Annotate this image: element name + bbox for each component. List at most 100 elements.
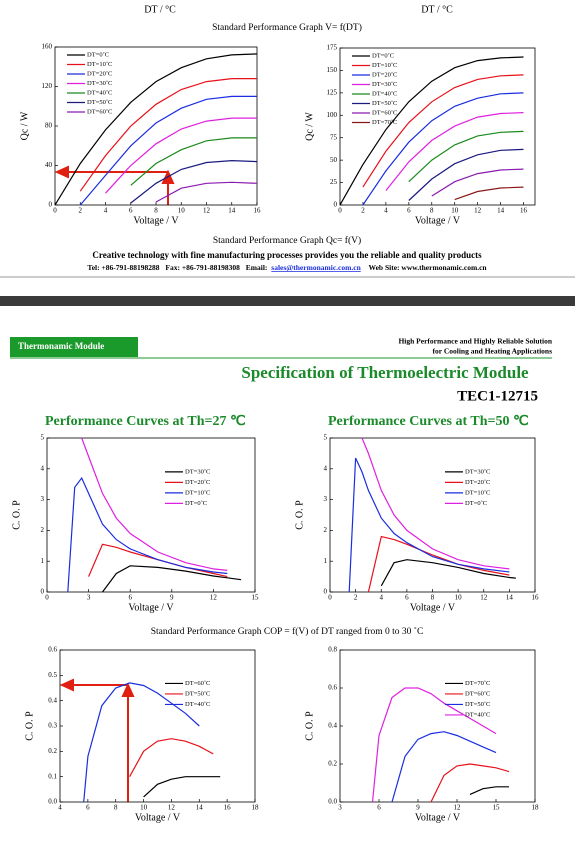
legend-label: DT=60˚C — [465, 690, 490, 697]
curve — [81, 438, 228, 571]
x-tick-label: 2 — [361, 207, 365, 215]
chart-title: Performance Curves at Th=27 ℃ — [45, 414, 246, 429]
x-tick-label: 6 — [407, 207, 411, 215]
chart: 0 25 50 75 100 125 150 175 0 2 4 6 8 10 12 14 16 Voltage … — [304, 44, 536, 226]
x-tick-label: 16 — [224, 804, 232, 812]
curve — [83, 682, 200, 802]
curve — [469, 786, 509, 795]
x-tick-label: 18 — [252, 804, 260, 812]
y-axis-label: Qc / W — [19, 111, 30, 140]
y-tick-label: 40 — [45, 161, 53, 169]
x-tick-label: 9 — [170, 594, 174, 602]
y-tick-label: 2 — [41, 526, 45, 534]
curve — [348, 457, 510, 592]
curve — [67, 476, 228, 592]
legend-label: DT=40˚C — [185, 701, 210, 708]
arrow-head — [121, 682, 135, 697]
curve — [155, 181, 257, 203]
y-tick-label: 0.0 — [48, 798, 57, 806]
y-tick-label: 3 — [324, 495, 328, 503]
legend-label: DT=30˚C — [185, 468, 210, 475]
y-tick-label: 175 — [327, 44, 338, 52]
legend-label: DT=20˚C — [185, 479, 210, 486]
x-tick-label: 3 — [338, 804, 342, 812]
legend-label: DT=0˚C — [372, 52, 394, 59]
x-tick-label: 15 — [493, 804, 501, 812]
curve — [362, 92, 524, 205]
x-axis-label: Voltage / V — [415, 215, 461, 226]
legend-label: DT=20˚C — [372, 71, 397, 78]
x-axis-label: Voltage / V — [135, 812, 181, 823]
caption: Standard Performance Graph COP = f(V) of… — [151, 626, 424, 637]
footer-tel: Tel: +86-791-88198288 — [87, 263, 159, 272]
x-tick-label: 14 — [228, 207, 236, 215]
plot-frame — [339, 649, 536, 803]
y-tick-label: 0 — [41, 588, 45, 596]
footer-slogan: Creative technology with fine manufactur… — [92, 250, 482, 260]
x-tick-label: 18 — [532, 804, 540, 812]
curve — [408, 130, 524, 183]
y-tick-label: 2 — [324, 526, 328, 534]
x-tick-label: 8 — [430, 207, 434, 215]
x-tick-label: 12 — [203, 207, 211, 215]
y-axis-label: C. O. P — [11, 500, 22, 530]
curve — [88, 543, 228, 578]
legend-label: DT=50˚C — [465, 701, 490, 708]
y-tick-label: 120 — [42, 82, 53, 90]
y-tick-label: 0.5 — [48, 671, 57, 679]
plot-frame — [46, 437, 256, 593]
curve — [130, 159, 257, 204]
curve — [431, 168, 524, 197]
y-tick-label: 125 — [327, 88, 338, 96]
x-tick-label: 4 — [384, 207, 388, 215]
x-tick-label: 2 — [354, 594, 358, 602]
x-tick-label: 0 — [53, 207, 57, 215]
y-tick-label: 25 — [330, 178, 338, 186]
legend-label: DT=50˚C — [185, 690, 210, 697]
x-tick-label: 10 — [140, 804, 148, 812]
x-tick-label: 14 — [506, 594, 514, 602]
arrow-head — [59, 678, 74, 692]
dt-label: DT / °C — [144, 4, 176, 15]
chart-title: Performance Curves at Th=50 ℃ — [328, 414, 529, 429]
y-tick-label: 0.3 — [48, 722, 57, 730]
plot-frame — [339, 47, 536, 206]
y-tick-label: 3 — [41, 495, 45, 503]
y-tick-label: 150 — [327, 66, 338, 74]
arrow-head — [54, 165, 69, 179]
x-tick-label: 12 — [168, 804, 176, 812]
legend-label: DT=60˚C — [87, 108, 112, 115]
y-tick-label: 50 — [330, 156, 338, 164]
x-tick-label: 4 — [380, 594, 384, 602]
legend-label: DT=10˚C — [185, 489, 210, 496]
y-tick-label: 0.0 — [328, 798, 337, 806]
x-tick-label: 6 — [128, 594, 132, 602]
x-tick-label: 10 — [178, 207, 186, 215]
x-tick-label: 15 — [252, 594, 260, 602]
curve — [380, 559, 516, 587]
y-tick-label: 1 — [41, 557, 45, 565]
x-tick-label: 8 — [431, 594, 435, 602]
arrow-head — [161, 169, 175, 184]
x-tick-label: 14 — [497, 207, 505, 215]
x-tick-label: 8 — [114, 804, 118, 812]
curve — [385, 112, 524, 191]
curve — [371, 687, 497, 802]
x-tick-label: 12 — [480, 594, 488, 602]
badge-text: Thermonamic Module — [18, 341, 104, 351]
x-tick-label: 6 — [405, 594, 409, 602]
caption: Standard Performance Graph Qc= f(V) — [213, 235, 361, 246]
legend-label: DT=40˚C — [372, 90, 397, 97]
y-tick-label: 0.8 — [328, 646, 337, 654]
x-tick-label: 4 — [58, 804, 62, 812]
y-tick-label: 4 — [41, 464, 45, 472]
doc-title: Specification of Thermoelectric Module — [241, 363, 529, 382]
y-tick-label: 0 — [334, 201, 338, 209]
legend-label: DT=60˚C — [372, 109, 397, 116]
footer-email[interactable]: sales@thermonamic.com.cn — [271, 263, 361, 272]
legend-label: DT=30˚C — [465, 468, 490, 475]
plot-frame — [59, 649, 256, 803]
model: TEC1-12715 — [457, 388, 538, 404]
